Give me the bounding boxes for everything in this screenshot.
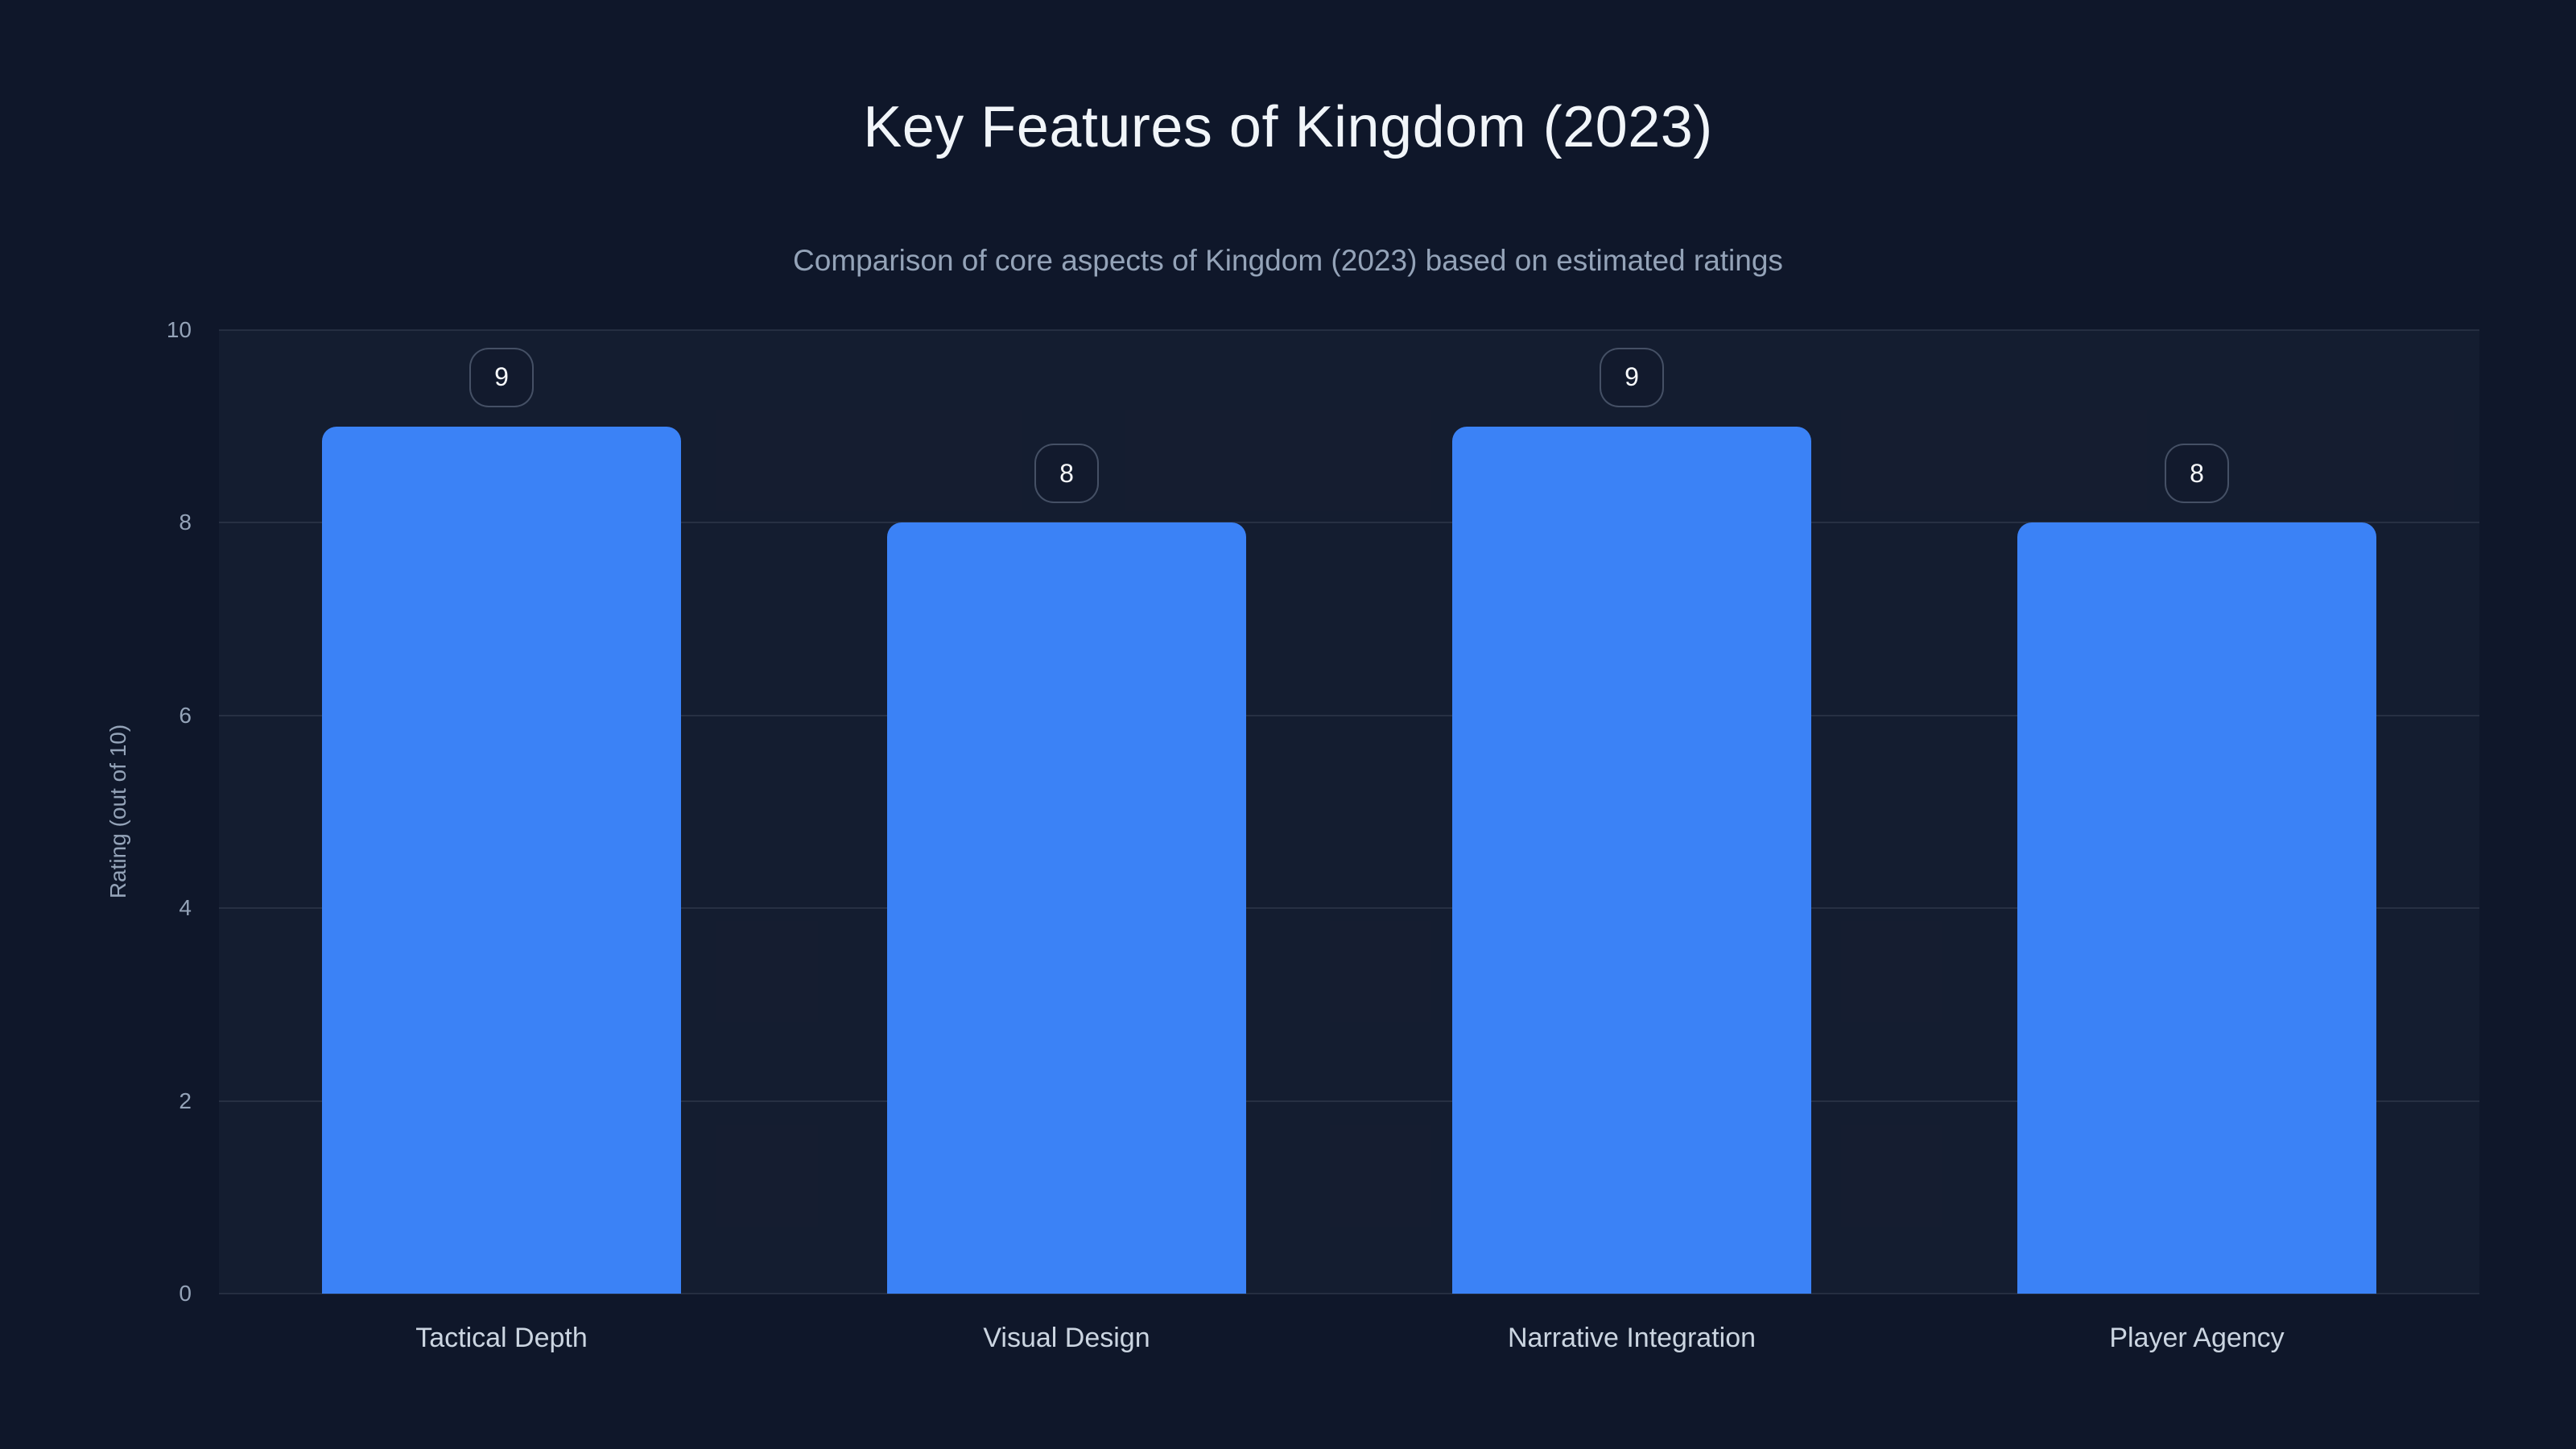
bar-group-visual-design: 8 Visual Design xyxy=(784,330,1349,1352)
x-axis-label: Tactical Depth xyxy=(415,1323,588,1353)
bar-group-narrative-integration: 9 Narrative Integration xyxy=(1349,330,1914,1352)
value-badge: 9 xyxy=(469,347,534,407)
value-label: 8 xyxy=(1059,458,1074,488)
y-tick-label: 0 xyxy=(179,1281,192,1306)
bar-group-tactical-depth: 9 Tactical Depth xyxy=(219,330,784,1352)
x-axis-label: Visual Design xyxy=(983,1323,1150,1353)
gridline-y-8 xyxy=(219,522,2479,524)
value-label: 8 xyxy=(2190,458,2204,488)
y-tick-label: 2 xyxy=(179,1088,192,1113)
bar-visual-design xyxy=(887,522,1246,1294)
y-tick-label: 6 xyxy=(179,702,192,728)
value-badge: 8 xyxy=(2165,444,2229,504)
plot-area: 9 Tactical Depth 8 Visual Design 9 Narra… xyxy=(219,329,2479,1352)
x-axis-label: Narrative Integration xyxy=(1507,1323,1757,1353)
bar-narrative-integration xyxy=(1452,426,1811,1294)
bar-group-player-agency: 8 Player Agency xyxy=(1914,330,2479,1352)
x-axis-label: Player Agency xyxy=(2109,1323,2285,1353)
chart-subtitle: Comparison of core aspects of Kingdom (2… xyxy=(793,244,1783,277)
gridline-y-6 xyxy=(219,714,2479,716)
value-label: 9 xyxy=(1624,362,1639,392)
chart-title: Key Features of Kingdom (2023) xyxy=(863,95,1713,159)
gridline-y-10 xyxy=(219,329,2479,331)
y-axis-ticks: 0 2 4 6 8 10 xyxy=(0,317,192,1306)
gridline-y-2 xyxy=(219,1100,2479,1102)
bar-player-agency xyxy=(2017,522,2376,1294)
value-badge: 9 xyxy=(1600,347,1664,407)
gridline-y-4 xyxy=(219,907,2479,910)
value-badge: 8 xyxy=(1034,444,1099,504)
y-tick-label: 8 xyxy=(179,510,192,535)
bar-tactical-depth xyxy=(322,426,681,1294)
gridline-y-0 xyxy=(219,1293,2479,1294)
value-label: 9 xyxy=(494,362,509,392)
y-tick-label: 4 xyxy=(179,895,192,921)
y-tick-label: 10 xyxy=(166,317,192,342)
bar-series: 9 Tactical Depth 8 Visual Design 9 Narra… xyxy=(219,330,2479,1352)
